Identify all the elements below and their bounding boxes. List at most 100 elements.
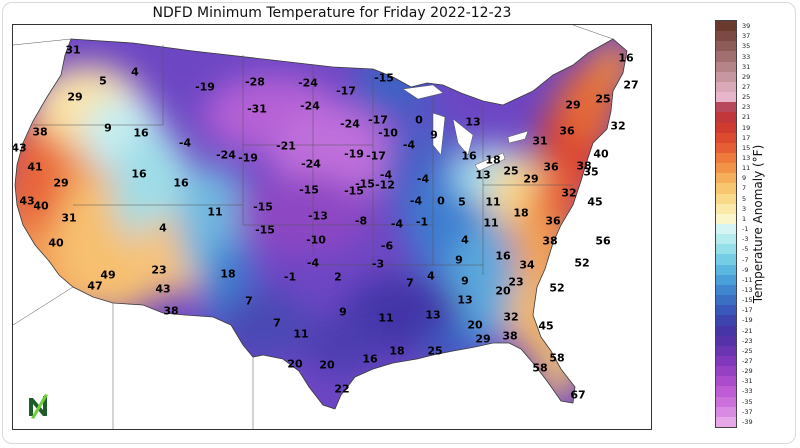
temperature-value: -4 — [416, 172, 430, 186]
temperature-value: 9 — [339, 305, 347, 319]
colorbar-segment — [716, 163, 736, 174]
colorbar-tick-label: -19 — [742, 316, 753, 325]
temperature-value: 67 — [570, 388, 586, 402]
temperature-value: 43 — [12, 141, 27, 155]
colorbar-segment — [716, 112, 736, 123]
temperature-value: 16 — [618, 51, 634, 65]
colorbar-tick-label: -1 — [742, 224, 749, 233]
ndfd-logo-icon — [29, 394, 48, 419]
temperature-value: 58 — [532, 361, 548, 375]
temperature-value: -17 — [336, 84, 356, 98]
temperature-value: -3 — [371, 257, 385, 271]
colorbar-tick-label: 27 — [742, 82, 751, 91]
colorbar-segment — [716, 41, 736, 52]
temperature-value: 16 — [461, 149, 477, 163]
temperature-value: 29 — [475, 332, 491, 346]
temperature-value: -19 — [238, 151, 258, 165]
temperature-value: 11 — [485, 195, 501, 209]
temperature-value: 40 — [33, 199, 49, 213]
colorbar-segment — [716, 305, 736, 316]
temperature-value: 5 — [99, 74, 107, 88]
temperature-value: 36 — [559, 124, 575, 138]
colorbar-segment — [716, 132, 736, 144]
temperature-value: 4 — [131, 65, 139, 79]
temperature-value: 34 — [519, 258, 535, 272]
temperature-value: 45 — [538, 319, 554, 333]
temperature-value: 0 — [437, 194, 445, 208]
colorbar-label: Temperature Anomaly (°F) — [751, 144, 765, 304]
colorbar-tick-label: 21 — [742, 113, 751, 122]
colorbar-tick-label: -15 — [742, 295, 753, 304]
temperature-value: -15 — [374, 71, 394, 85]
temperature-value: 5 — [458, 195, 466, 209]
colorbar-segment — [716, 366, 736, 377]
temperature-value: -21 — [276, 139, 296, 153]
colorbar-tick-label: -29 — [742, 366, 753, 375]
temperature-value: 7 — [273, 316, 281, 330]
temperature-value: 52 — [549, 281, 565, 295]
temperature-value: -4 — [409, 194, 423, 208]
colorbar-tick-label: -11 — [742, 275, 753, 284]
temperature-value: 22 — [334, 382, 350, 396]
temperature-value: 38 — [502, 329, 518, 343]
colorbar-segment — [716, 81, 736, 93]
temperature-value: 36 — [545, 214, 561, 228]
colorbar-tick-label: 33 — [742, 52, 751, 61]
colorbar-segment — [716, 325, 736, 337]
colorbar-tick-label: 25 — [742, 92, 751, 101]
temperature-value: 25 — [595, 92, 611, 106]
temperature-value: 47 — [87, 279, 103, 293]
colorbar-tick-label: -31 — [742, 377, 753, 386]
temperature-value: 20 — [319, 358, 335, 372]
colorbar-tick-label: 13 — [742, 153, 751, 162]
colorbar-tick-label: -27 — [742, 356, 753, 365]
temperature-value: -24 — [340, 117, 360, 131]
colorbar-tick-label: -17 — [742, 306, 753, 315]
temperature-value: 25 — [503, 164, 519, 178]
temperature-value: 16 — [495, 249, 511, 263]
colorbar-segment — [716, 224, 736, 235]
colorbar-segment — [716, 92, 736, 103]
temperature-value: -31 — [247, 102, 267, 116]
temperature-value: 29 — [565, 98, 581, 112]
temperature-value: 4 — [427, 269, 435, 283]
colorbar-segment — [716, 71, 736, 83]
temperature-value: 27 — [623, 78, 639, 92]
colorbar-tick-label: 19 — [742, 123, 751, 132]
colorbar-segment — [716, 142, 736, 154]
temperature-value: 2 — [334, 270, 342, 284]
colorbar-segment — [716, 315, 736, 326]
colorbar-segment — [716, 254, 736, 266]
temperature-value: 52 — [574, 256, 590, 270]
temperature-value: 16 — [131, 167, 147, 181]
temperature-value: 18 — [220, 267, 236, 281]
temperature-value: 41 — [27, 160, 43, 174]
temperature-value: -15 — [299, 183, 319, 197]
colorbar-segment — [716, 183, 736, 195]
colorbar-segment — [716, 234, 736, 245]
temperature-value: 43 — [155, 282, 171, 296]
temperature-value: -15 — [253, 200, 273, 214]
map-title: NDFD Minimum Temperature for Friday 2022… — [152, 5, 512, 21]
temperature-value: -10 — [378, 126, 398, 140]
temperature-value: 18 — [389, 344, 405, 358]
colorbar-tick-label: 15 — [742, 143, 751, 152]
colorbar-segment — [716, 152, 736, 164]
temperature-value: 32 — [503, 310, 519, 324]
us-outline — [14, 38, 628, 410]
colorbar-tick-label: -13 — [742, 285, 753, 294]
temperature-value: -12 — [375, 178, 395, 192]
temperature-value: 31 — [65, 43, 81, 57]
temperature-value: 13 — [475, 168, 491, 182]
temperature-value: 29 — [67, 90, 83, 104]
colorbar-segment — [716, 406, 736, 418]
temperature-value: 40 — [48, 236, 64, 250]
temperature-value: 20 — [495, 284, 511, 298]
temperature-map: 31 4 5 29 -19 -28 -31 -24 -24 -17 -15 -24 -17 0 13 9 16 3… — [12, 24, 652, 430]
temperature-value: 11 — [483, 216, 499, 230]
temperature-value: -1 — [415, 215, 429, 229]
temperature-value: -4 — [306, 256, 320, 270]
temperature-value: -17 — [368, 113, 388, 127]
temperature-value: 7 — [245, 294, 253, 308]
temperature-value: 11 — [207, 205, 223, 219]
